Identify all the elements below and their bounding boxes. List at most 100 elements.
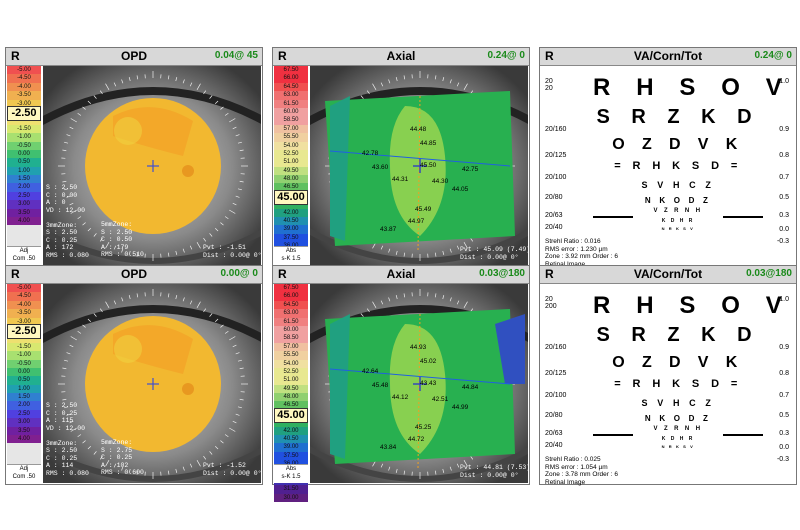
ring-tick	[66, 413, 71, 416]
opd-map-panel[interactable]: R OPD 0.00@ 0 -5.00-4.50-4.00-3.50-3.00-2.5…	[5, 265, 263, 485]
panel-titlebar: R Axial 0.24@ 0	[273, 48, 529, 66]
opd-map-view[interactable]: S : 2.50 C : 0.25 A : 115 VD : 12.00 3mm…	[43, 284, 261, 483]
scale-step: 3.00	[7, 200, 41, 209]
ring-tick	[66, 195, 71, 198]
ring-tick	[70, 118, 77, 123]
scale-step: -4.50	[7, 74, 41, 83]
opd-map-svg	[43, 284, 261, 483]
ring-tick	[121, 248, 124, 253]
ring-tick	[196, 83, 201, 90]
scale-step: 66.00	[274, 292, 308, 301]
ring-tick	[360, 95, 364, 99]
scale-step: 49.50	[274, 166, 308, 176]
measurement-readout: 0.00@ 0	[220, 268, 258, 279]
scale-step: 61.50	[274, 99, 308, 108]
scale-footer: Adj Com .50	[7, 246, 41, 265]
ring-tick	[182, 297, 185, 302]
axial-value-label: 45.48	[372, 382, 389, 389]
scale-step: 40.50	[274, 435, 308, 444]
axial-map-panel[interactable]: R Axial 0.03@180 67.50 66.00 64.50 63.00 61.50 6…	[272, 265, 530, 503]
logmar-label: -0.3	[776, 238, 789, 245]
axial-map-view[interactable]: 44.93 45.02 42.64 45.48 43.43 44.84 44.12 42.51…	[310, 284, 528, 483]
ring-tick	[209, 95, 213, 99]
snellen-label: 20/80	[545, 194, 563, 201]
axial-map-panel[interactable]: R Axial 0.24@ 0 67.50 66.00 64.50 63.00 61.50 60…	[272, 47, 530, 285]
ring-tick	[113, 245, 117, 250]
scale-marker: 45.00	[274, 190, 308, 205]
ring-tick	[189, 463, 193, 468]
ring-tick	[463, 301, 468, 308]
snellen-label: 20/40	[545, 442, 563, 449]
scale-step: 0.00	[7, 149, 41, 159]
ring-tick	[224, 112, 229, 116]
axial-value-label: 44.99	[452, 404, 469, 411]
opd-overlay-5mm-zone: 5mmZone: S : 2.50 C : 0.50 A : 179 RMS :…	[101, 221, 144, 258]
ring-tick	[372, 83, 377, 90]
ring-tick	[175, 250, 178, 255]
scale-marker: -2.50	[7, 106, 41, 121]
axial-value-label: 42.64	[362, 368, 379, 375]
ring-tick	[456, 463, 460, 468]
scale-step: 46.50	[274, 183, 308, 192]
acuity-letter-row: K D H R	[661, 218, 695, 224]
va-chart-panel[interactable]: R VA/Corn/Tot 0.03@180 R H S O V S R Z K D O …	[539, 265, 797, 486]
scale-step: 0.50	[7, 376, 41, 385]
opd-map-view[interactable]: S : 2.50 C : 0.00 A : 0 VD : 12.00 3mmZo…	[43, 66, 261, 265]
axial-value-label: 45.50	[420, 162, 437, 169]
logmar-label: 0.5	[779, 194, 789, 201]
axial-meridian	[417, 313, 421, 470]
axial-value-label: 43.84	[380, 444, 397, 451]
va-chart-area[interactable]: R H S O V S R Z K D O Z D V K = R H K S D =…	[541, 284, 795, 486]
color-scale-legend[interactable]: -5.00-4.50-4.00-3.50-3.00-2.50-2.00-1.50…	[7, 284, 41, 483]
scale-step: 52.50	[274, 367, 308, 377]
axial-value-label: 44.84	[462, 384, 479, 391]
eye-indicator: R	[278, 267, 287, 281]
scale-step: 37.50	[274, 451, 308, 461]
scale-step: -0.50	[7, 359, 41, 368]
scale-step: 1.50	[7, 175, 41, 184]
axial-map-central-zone	[389, 106, 446, 236]
va-chart-panel[interactable]: R VA/Corn/Tot 0.24@ 0 R H S O V S R Z K D O Z…	[539, 47, 797, 268]
color-scale-legend[interactable]: 67.50 66.00 64.50 63.00 61.50 60.00 58.50 57.00…	[274, 66, 308, 285]
axial-map-edge	[330, 96, 350, 241]
scale-step: -4.00	[7, 82, 41, 92]
scale-step: 4.00	[7, 217, 41, 226]
scale-step: 2.50	[7, 191, 41, 201]
ring-tick	[214, 445, 219, 450]
snellen-label: 20/125	[545, 370, 567, 377]
scale-step: 52.50	[274, 149, 308, 159]
ring-tick	[77, 112, 82, 116]
scale-step: 55.50	[274, 133, 308, 142]
scale-step: 1.00	[7, 384, 41, 394]
logmar-label: 0.7	[779, 174, 789, 181]
axial-map-view[interactable]: 44.48 44.85 42.78 43.60 45.50 42.75 44.31 44.30…	[310, 66, 528, 265]
ring-tick	[128, 295, 131, 300]
color-scale-legend[interactable]: -5.00-4.50-4.00-3.50-3.00-2.50-2.00-1.50…	[7, 66, 41, 265]
opd-map-panel[interactable]: R OPD 0.04@ 45 -5.00-4.50-4.00-3.50-3.00-2.…	[5, 47, 263, 267]
axial-overlay-pupil: Pvt : 45.09 (7.49) Dist : 0.00@ 0°	[460, 246, 528, 261]
opd-overlay-pupil: Pvt : -1.51 Dist : 0.00@ 0°	[203, 244, 261, 259]
va-chart-area[interactable]: R H S O V S R Z K D O Z D V K = R H K S D =…	[541, 66, 795, 268]
color-scale-legend[interactable]: 67.50 66.00 64.50 63.00 61.50 60.00 58.50 57.00…	[274, 284, 308, 503]
ring-tick	[182, 248, 185, 253]
ring-tick	[237, 359, 242, 362]
ring-tick	[82, 106, 86, 110]
ring-tick	[232, 420, 237, 424]
ring-tick	[66, 352, 71, 355]
ring-tick	[175, 468, 178, 473]
scale-step: 2.00	[7, 401, 41, 410]
axial-meridian	[417, 95, 421, 252]
ring-tick	[220, 440, 224, 444]
ring-tick	[237, 141, 242, 144]
acuity-letter-row: N K O D Z	[644, 196, 712, 205]
snellen-label: 20/40	[545, 224, 563, 231]
logmar-label: 0.3	[779, 430, 789, 437]
scale-step: 58.50	[274, 334, 308, 343]
acuity-letter-row: N R K S V	[661, 226, 695, 231]
snellen-label: 20 20	[545, 78, 553, 92]
ring-tick	[434, 75, 437, 80]
ring-tick	[128, 250, 131, 255]
ring-tick	[214, 100, 219, 105]
ring-tick	[87, 318, 92, 323]
ring-tick	[209, 451, 213, 455]
